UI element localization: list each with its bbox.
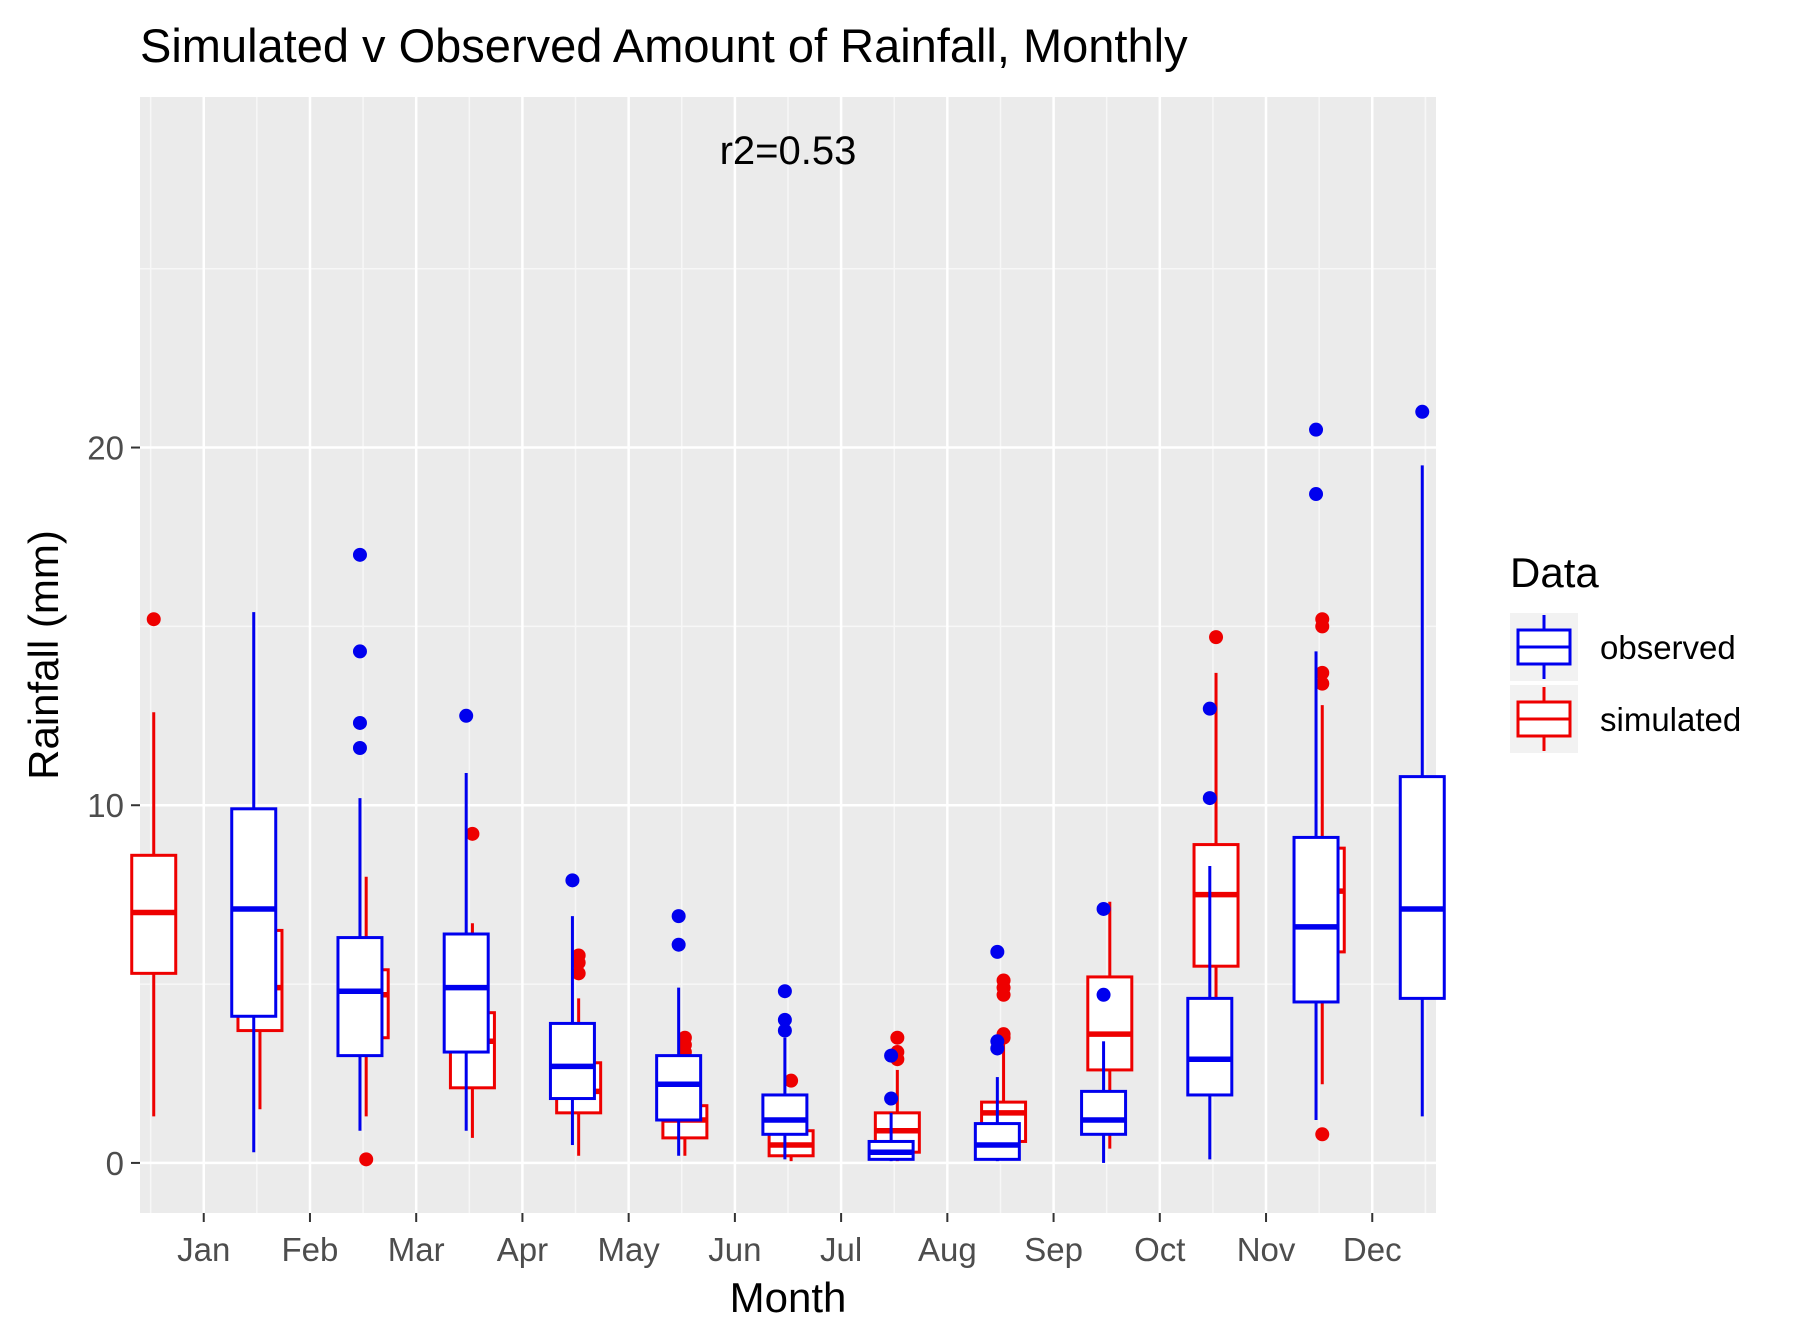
y-tick-label: 20 [87, 430, 124, 467]
legend: Data observed simulated [1510, 549, 1741, 753]
iqr-box [230, 807, 278, 1018]
outlier-point [671, 909, 686, 924]
outlier-point [1309, 422, 1324, 437]
outlier-point [884, 1091, 899, 1106]
outlier-point [1315, 665, 1330, 680]
x-axis-title: Month [730, 1274, 847, 1321]
outlier-point [1209, 630, 1224, 645]
outlier-point [996, 973, 1011, 988]
box-observed-apr [548, 873, 596, 1146]
x-tick-label-sep: Sep [1024, 1231, 1083, 1268]
outlier-point [459, 708, 474, 723]
legend-label: observed [1600, 629, 1736, 666]
x-tick-label-apr: Apr [497, 1231, 548, 1268]
box-simulated-jan [130, 612, 178, 1117]
box-observed-mar [442, 708, 490, 1131]
outlier-point [352, 715, 367, 730]
y-axis-title: Rainfall (mm) [20, 530, 67, 780]
x-tick-label-dec: Dec [1343, 1231, 1402, 1268]
y-tick-label: 0 [106, 1145, 124, 1182]
iqr-box [442, 932, 490, 1054]
iqr-box [548, 1021, 596, 1101]
outlier-point [1309, 487, 1324, 502]
box-simulated-sep [980, 973, 1028, 1160]
x-tick-label-mar: Mar [388, 1231, 445, 1268]
x-tick-label-nov: Nov [1237, 1231, 1296, 1268]
box-observed-dec [1398, 404, 1446, 1117]
x-tick-label-jan: Jan [177, 1231, 230, 1268]
outlier-point [352, 644, 367, 659]
outlier-point [565, 873, 580, 888]
outlier-point [359, 1152, 374, 1167]
iqr-box [1186, 996, 1234, 1097]
outlier-point [1096, 987, 1111, 1002]
iqr-box [1086, 975, 1134, 1072]
outlier-point [1202, 791, 1217, 806]
outlier-point [1096, 901, 1111, 916]
box-series [130, 404, 1446, 1167]
outlier-point [1315, 676, 1330, 691]
outlier-point [571, 948, 586, 963]
box-observed-nov [1292, 422, 1340, 1120]
outlier-point [777, 1012, 792, 1027]
outlier-point [671, 937, 686, 952]
box-observed-oct [1186, 701, 1234, 1160]
legend-label: simulated [1600, 701, 1741, 738]
outlier-point [465, 826, 480, 841]
outlier-point [1415, 404, 1430, 419]
outlier-point [571, 966, 586, 981]
outlier-point [784, 1073, 799, 1088]
iqr-box [1080, 1089, 1128, 1136]
y-tick-label: 10 [87, 787, 124, 824]
box-observed-feb [336, 547, 384, 1131]
outlier-point [890, 1030, 905, 1045]
x-tick-label-feb: Feb [282, 1231, 339, 1268]
outlier-point [1315, 1127, 1330, 1142]
outlier-point [677, 1030, 692, 1045]
box-observed-jan [230, 612, 278, 1153]
y-axis-ticks: 0 10 20 [87, 430, 140, 1182]
outlier-point [1315, 612, 1330, 627]
iqr-box [1398, 775, 1446, 1000]
iqr-box [336, 936, 384, 1058]
iqr-box [973, 1122, 1021, 1161]
x-tick-label-aug: Aug [918, 1231, 977, 1268]
outlier-point [884, 1048, 899, 1063]
x-tick-label-jul: Jul [820, 1231, 862, 1268]
iqr-box [1192, 843, 1240, 968]
outlier-point [352, 547, 367, 562]
outlier-point [777, 984, 792, 999]
box-simulated-nov [1192, 630, 1240, 1088]
box-observed-jun [761, 984, 809, 1160]
iqr-box [1292, 835, 1340, 1004]
legend-title: Data [1510, 549, 1599, 596]
x-tick-label-oct: Oct [1134, 1231, 1185, 1268]
outlier-point [990, 1034, 1005, 1049]
outlier-point [1202, 701, 1217, 716]
r2-annotation: r2=0.53 [720, 129, 857, 173]
legend-entry-observed: observed [1510, 613, 1736, 681]
x-axis-ticks: Jan Feb Mar Apr May Jun Jul Aug Sep Oct Nov Dec [177, 1213, 1402, 1268]
outlier-point [990, 944, 1005, 959]
box-observed-aug [973, 944, 1021, 1162]
x-tick-label-may: May [597, 1231, 660, 1268]
box-observed-jul [867, 1048, 915, 1162]
x-tick-label-jun: Jun [708, 1231, 761, 1268]
legend-entry-simulated: simulated [1510, 685, 1741, 753]
box-observed-may [655, 909, 703, 1156]
iqr-box [655, 1054, 703, 1122]
outlier-point [146, 612, 161, 627]
outlier-point [352, 741, 367, 755]
grid-lines [140, 97, 1436, 1213]
outlier-point [777, 1023, 792, 1038]
chart-title: Simulated v Observed Amount of Rainfall,… [140, 19, 1188, 72]
box-observed-sep [1080, 901, 1128, 1163]
iqr-box [761, 1093, 809, 1136]
